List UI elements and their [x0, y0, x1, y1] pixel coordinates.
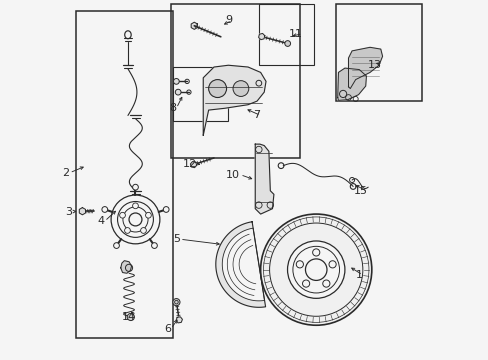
Circle shape	[163, 207, 169, 212]
Polygon shape	[203, 65, 265, 135]
Circle shape	[132, 184, 138, 190]
Circle shape	[175, 89, 181, 95]
Circle shape	[208, 80, 226, 98]
Polygon shape	[176, 317, 182, 323]
Bar	[171, 4, 300, 158]
Text: 4: 4	[97, 216, 104, 226]
Polygon shape	[190, 162, 196, 168]
Circle shape	[287, 241, 344, 298]
Text: 3: 3	[65, 207, 72, 217]
Text: 10: 10	[226, 170, 240, 180]
Circle shape	[120, 212, 125, 218]
Circle shape	[113, 243, 119, 248]
Text: 15: 15	[353, 186, 367, 197]
Bar	[258, 4, 314, 65]
Circle shape	[141, 228, 146, 233]
Circle shape	[296, 261, 303, 268]
Bar	[335, 4, 421, 101]
Circle shape	[339, 90, 346, 98]
Polygon shape	[255, 144, 273, 214]
Text: 8: 8	[169, 103, 176, 113]
Circle shape	[127, 314, 134, 320]
Bar	[172, 67, 228, 121]
Polygon shape	[121, 261, 131, 273]
Text: 1: 1	[355, 270, 362, 280]
Text: 5: 5	[173, 234, 180, 244]
Text: 11: 11	[288, 29, 302, 39]
Circle shape	[312, 249, 319, 256]
Text: 12: 12	[183, 159, 196, 169]
Circle shape	[322, 280, 329, 287]
Text: 13: 13	[367, 60, 381, 70]
Text: 14: 14	[121, 312, 135, 322]
Text: 6: 6	[163, 324, 171, 334]
Circle shape	[233, 81, 248, 96]
Circle shape	[145, 212, 151, 218]
Circle shape	[102, 207, 107, 212]
Polygon shape	[348, 47, 382, 89]
Circle shape	[151, 243, 157, 248]
Circle shape	[125, 264, 132, 271]
Circle shape	[129, 213, 142, 226]
Polygon shape	[215, 222, 265, 307]
Circle shape	[173, 78, 179, 84]
Polygon shape	[258, 33, 264, 40]
Polygon shape	[79, 208, 85, 215]
Text: 7: 7	[253, 111, 260, 121]
Bar	[76, 12, 172, 338]
Circle shape	[328, 261, 335, 268]
Polygon shape	[337, 68, 366, 100]
Circle shape	[111, 195, 160, 244]
Text: 9: 9	[224, 15, 231, 26]
Text: 2: 2	[62, 168, 69, 178]
Polygon shape	[191, 22, 197, 30]
Circle shape	[132, 203, 138, 209]
Circle shape	[260, 214, 371, 325]
Circle shape	[302, 280, 309, 287]
Circle shape	[305, 259, 326, 280]
Circle shape	[124, 228, 130, 233]
Circle shape	[284, 41, 290, 46]
Circle shape	[172, 298, 180, 306]
